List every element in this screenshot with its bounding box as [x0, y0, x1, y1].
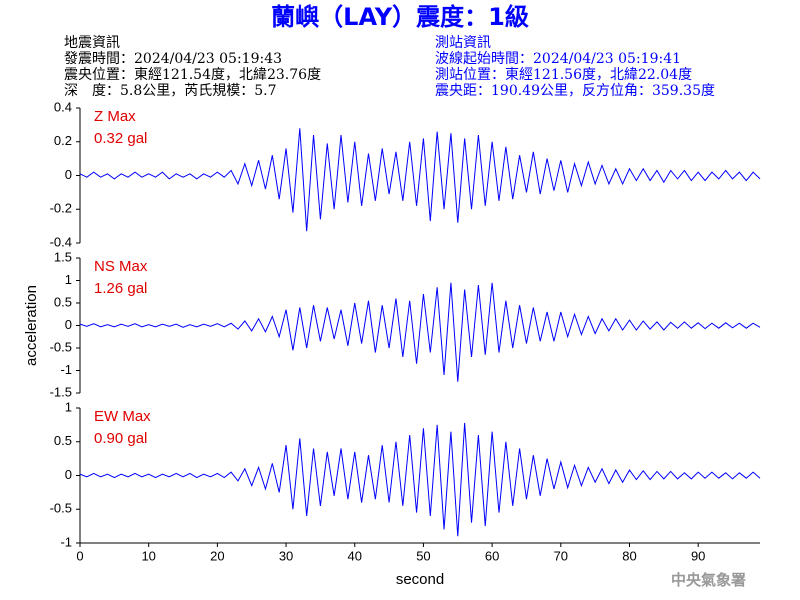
info-line: 測站資訊 — [435, 35, 491, 51]
y-tick-label: 1 — [65, 399, 72, 414]
title: 蘭嶼（LAY）震度：1級 — [271, 3, 529, 31]
y-tick-label: 0 — [65, 167, 72, 182]
y-axis-label: acceleration — [23, 285, 40, 366]
x-axis-label: second — [396, 571, 444, 588]
x-tick-label: 40 — [348, 548, 362, 563]
x-tick-label: 10 — [141, 548, 155, 563]
panel-label: NS Max — [94, 258, 148, 275]
x-tick-label: 70 — [554, 548, 568, 563]
x-tick-label: 30 — [279, 548, 293, 563]
y-tick-label: 0 — [65, 467, 72, 482]
x-tick-label: 90 — [691, 548, 705, 563]
y-tick-label: 0.4 — [54, 99, 72, 114]
y-tick-label: 0.5 — [54, 294, 72, 309]
info-line: 深 度：5.8公里，芮氏規模：5.7 — [64, 82, 277, 99]
info-line: 震央距：190.49公里，反方位角：359.35度 — [435, 83, 715, 99]
panel-max: 1.26 gal — [94, 280, 147, 297]
y-tick-label: -0.5 — [50, 339, 72, 354]
y-tick-label: -1 — [60, 362, 72, 377]
x-tick-label: 20 — [210, 548, 224, 563]
waveform — [79, 128, 761, 232]
agency: 中央氣象署 — [671, 571, 746, 589]
y-tick-label: -0.5 — [50, 501, 72, 516]
info-line: 發震時間：2024/04/23 05:19:43 — [64, 51, 282, 67]
y-tick-label: 0.2 — [54, 133, 72, 148]
info-line: 測站位置：東經121.56度，北緯22.04度 — [435, 67, 692, 83]
y-tick-label: 0.5 — [54, 433, 72, 448]
waveform — [79, 422, 761, 537]
waveform — [79, 282, 761, 382]
info-line: 地震資訊 — [64, 35, 120, 51]
x-tick-label: 0 — [76, 548, 83, 563]
y-tick-label: -1.5 — [50, 384, 72, 399]
x-tick-label: 50 — [416, 548, 430, 563]
panel-max: 0.90 gal — [94, 430, 147, 447]
y-tick-label: -1 — [60, 534, 72, 549]
y-tick-label: -0.2 — [50, 201, 72, 216]
panel-label: EW Max — [94, 408, 151, 425]
y-tick-label: 0 — [65, 317, 72, 332]
y-tick-label: -0.4 — [50, 234, 72, 249]
x-tick-label: 80 — [622, 548, 636, 563]
y-tick-label: 1 — [65, 272, 72, 287]
x-tick-label: 60 — [485, 548, 499, 563]
info-line: 波線起始時間：2024/04/23 05:19:41 — [435, 51, 681, 67]
panel-max: 0.32 gal — [94, 130, 147, 147]
y-tick-label: 1.5 — [54, 249, 72, 264]
panel-label: Z Max — [94, 108, 136, 125]
info-line: 震央位置：東經121.54度，北緯23.76度 — [64, 67, 321, 83]
